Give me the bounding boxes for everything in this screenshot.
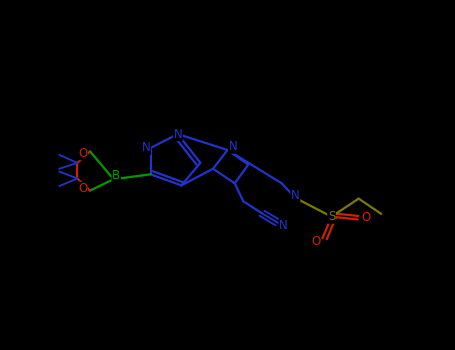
Text: B: B [112,169,120,182]
Text: O: O [78,182,87,195]
Text: N: N [173,127,182,141]
Text: N: N [142,141,151,154]
Text: N: N [279,219,288,232]
Text: O: O [311,235,320,248]
Text: O: O [78,147,87,160]
Text: N: N [291,189,300,202]
Text: N: N [228,140,238,153]
Text: O: O [361,211,370,224]
Text: S: S [328,210,335,223]
